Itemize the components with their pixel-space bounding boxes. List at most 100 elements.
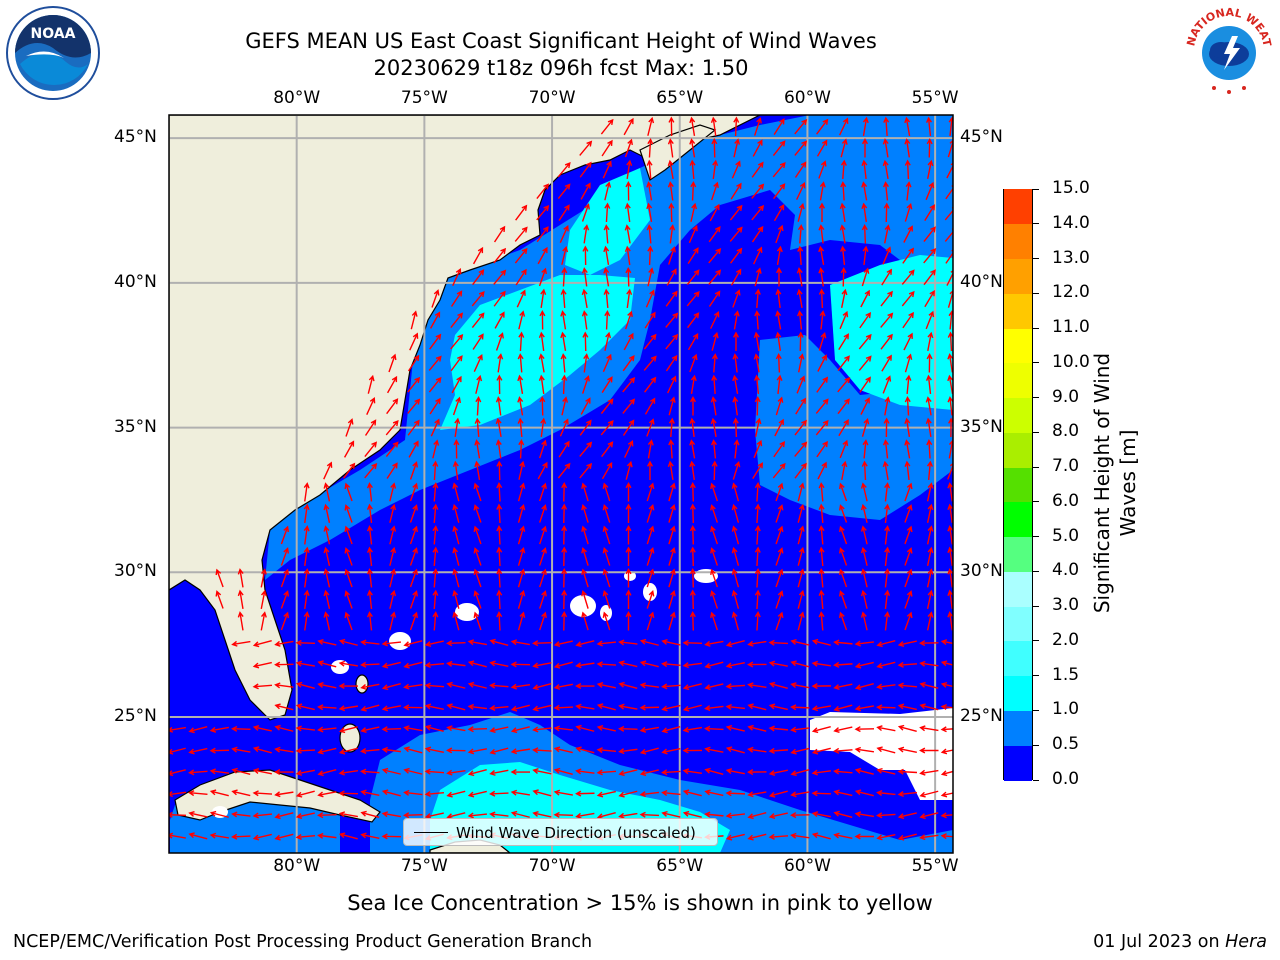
direction-arrow xyxy=(884,503,891,524)
wind-wave-direction-arrows xyxy=(169,116,953,841)
direction-arrow xyxy=(582,331,589,352)
direction-arrow xyxy=(431,289,440,308)
direction-arrow xyxy=(237,568,244,588)
direction-arrow xyxy=(581,611,589,631)
direction-arrow xyxy=(884,568,891,588)
tick-label: 70°W xyxy=(528,856,576,876)
direction-arrow xyxy=(876,812,896,819)
direction-arrow xyxy=(432,503,439,524)
direction-arrow xyxy=(923,269,936,286)
direction-arrow xyxy=(295,790,315,798)
direction-arrow xyxy=(839,547,848,566)
direction-arrow xyxy=(666,268,677,286)
direction-arrow xyxy=(381,811,401,818)
direction-arrow xyxy=(772,161,786,178)
direction-arrow xyxy=(927,331,934,351)
direction-arrow xyxy=(818,202,826,223)
direction-arrow xyxy=(772,462,786,479)
direction-arrow xyxy=(731,568,740,588)
direction-arrow xyxy=(518,460,526,480)
colorbar-segment xyxy=(1004,189,1032,225)
direction-arrow xyxy=(579,140,593,156)
direction-arrow xyxy=(790,769,810,777)
direction-arrow xyxy=(446,725,466,732)
direction-arrow xyxy=(904,116,911,136)
colorbar-tick-label: 11.0 xyxy=(1052,317,1090,338)
direction-arrow xyxy=(646,202,653,222)
direction-arrow xyxy=(231,833,251,840)
direction-arrow xyxy=(517,568,526,588)
direction-arrow xyxy=(575,812,595,819)
direction-arrow xyxy=(381,705,401,712)
direction-arrow xyxy=(947,503,953,524)
colorbar-tick-mark xyxy=(1033,362,1039,364)
direction-arrow xyxy=(618,725,638,732)
direction-arrow xyxy=(303,568,310,588)
direction-arrow xyxy=(451,375,462,394)
direction-arrow xyxy=(639,704,660,711)
direction-arrow xyxy=(424,703,444,711)
direction-arrow xyxy=(704,811,724,818)
tick-label: 45°N xyxy=(960,127,1003,148)
direction-arrow xyxy=(661,704,681,712)
direction-arrow xyxy=(344,482,353,502)
direction-arrow xyxy=(947,396,953,416)
footer-branch: NCEP/EMC/Verification Post Processing Pr… xyxy=(13,932,593,952)
direction-arrow xyxy=(237,589,244,609)
direction-arrow xyxy=(926,138,933,158)
direction-arrow xyxy=(410,310,418,330)
direction-arrow xyxy=(303,589,310,610)
direction-arrow xyxy=(603,245,610,265)
colorbar-tick-label: 1.0 xyxy=(1052,699,1080,720)
direction-arrow xyxy=(624,440,634,458)
footer-date-text: 01 Jul 2023 on xyxy=(1093,932,1226,952)
direction-arrow xyxy=(317,747,337,755)
direction-arrow xyxy=(708,226,721,243)
direction-arrow xyxy=(274,812,294,820)
direction-arrow xyxy=(432,525,439,545)
direction-arrow xyxy=(854,683,874,691)
direction-arrow xyxy=(625,310,633,330)
direction-arrow xyxy=(837,355,850,372)
direction-arrow xyxy=(381,683,401,691)
direction-arrow xyxy=(940,681,953,688)
direction-arrow xyxy=(925,374,932,395)
direction-arrow xyxy=(904,138,911,158)
direction-arrow xyxy=(624,245,631,266)
direction-arrow xyxy=(295,747,316,754)
tick-label: 55°W xyxy=(911,856,959,876)
direction-arrow xyxy=(338,747,358,755)
direction-arrow xyxy=(947,462,953,480)
footer-date: 01 Jul 2023 on Hera xyxy=(1093,932,1267,952)
direction-arrow xyxy=(687,332,699,351)
direction-arrow xyxy=(274,833,294,841)
direction-arrow xyxy=(768,812,788,819)
direction-arrow xyxy=(747,661,767,668)
colorbar-segment xyxy=(1004,710,1032,746)
colorbar-segment xyxy=(1004,397,1032,433)
direction-arrow xyxy=(710,590,719,609)
direction-arrow xyxy=(667,460,674,480)
direction-arrow xyxy=(510,810,530,818)
direction-arrow xyxy=(926,460,933,481)
direction-arrow xyxy=(424,682,445,689)
direction-arrow xyxy=(751,225,764,243)
direction-arrow xyxy=(366,525,373,545)
colorbar-tick-label: 12.0 xyxy=(1052,282,1090,303)
direction-arrow xyxy=(644,397,656,415)
direction-arrow xyxy=(510,768,531,775)
direction-arrow xyxy=(733,138,741,158)
direction-arrow xyxy=(711,331,719,351)
colorbar-segment xyxy=(1004,536,1032,572)
direction-arrow xyxy=(338,769,359,776)
colorbar-label-line2: Waves [m] xyxy=(1116,429,1140,537)
direction-arrow xyxy=(581,482,589,502)
direction-arrow xyxy=(839,117,849,136)
direction-arrow xyxy=(944,206,953,221)
direction-arrow xyxy=(876,661,896,669)
direction-arrow xyxy=(553,767,573,775)
direction-arrow xyxy=(883,417,890,438)
direction-arrow xyxy=(860,589,868,609)
direction-arrow xyxy=(796,310,803,330)
direction-arrow xyxy=(919,769,939,776)
